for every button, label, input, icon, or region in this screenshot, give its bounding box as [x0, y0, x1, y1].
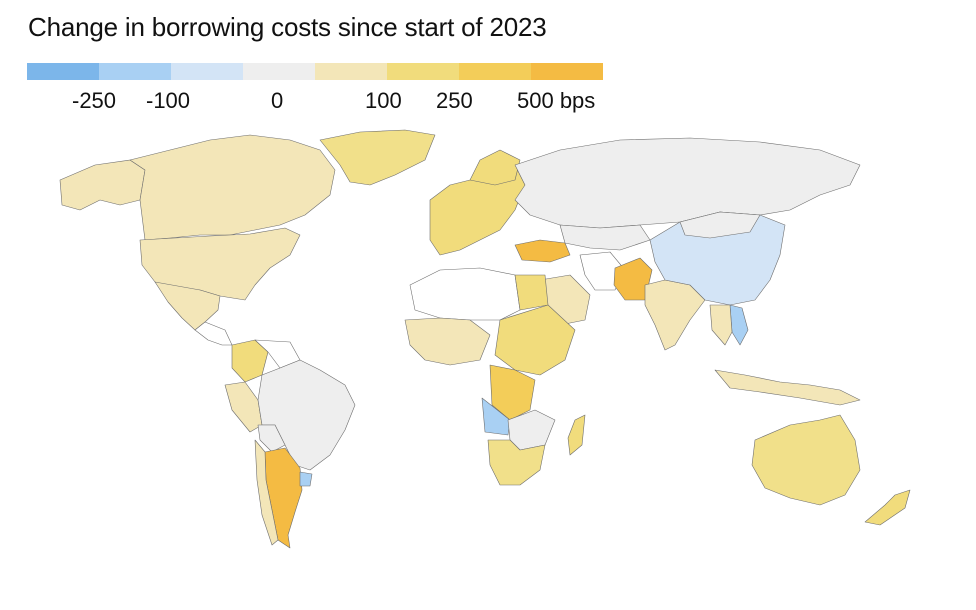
- map-title: Change in borrowing costs since start of…: [28, 12, 547, 42]
- legend-swatch-2: [99, 63, 171, 80]
- region-central-america: [194, 321, 233, 346]
- legend-tick-label: 100: [365, 88, 402, 113]
- region-bolivia: [257, 424, 286, 453]
- legend-tick-label: 500 bps: [517, 88, 596, 113]
- legend-tick-label: -250: [72, 88, 117, 113]
- region-madagascar: [567, 414, 586, 456]
- region-kazakhstan: [559, 224, 651, 251]
- color-legend: [27, 63, 603, 80]
- region-angola: [481, 397, 511, 436]
- region-russia: [514, 137, 861, 229]
- region-canada: [129, 134, 336, 241]
- region-iran: [579, 251, 626, 291]
- legend-swatch-6: [387, 63, 459, 80]
- region-peru: [224, 381, 263, 433]
- legend-swatch-7: [459, 63, 531, 80]
- region-alaska: [59, 159, 146, 211]
- region-north-africa: [409, 267, 521, 321]
- legend-tick-label: -100: [146, 88, 191, 113]
- region-chile: [254, 439, 279, 546]
- region-greenland: [319, 129, 436, 186]
- region-uruguay: [299, 471, 313, 487]
- region-dr-congo: [489, 364, 536, 421]
- legend-swatch-3: [171, 63, 243, 80]
- region-south-africa: [487, 439, 546, 486]
- region-scandinavia: [469, 149, 521, 186]
- legend-tick-label: 250: [436, 88, 473, 113]
- legend-swatch-8: [531, 63, 603, 80]
- region-vietnam: [729, 304, 749, 346]
- region-southeast-asia: [709, 304, 733, 346]
- region-turkey: [514, 239, 571, 263]
- legend-swatch-4: [243, 63, 315, 80]
- legend-swatch-1: [27, 63, 99, 80]
- region-mongolia: [679, 211, 761, 239]
- region-east-africa: [494, 304, 576, 376]
- region-new-zealand: [864, 489, 911, 526]
- region-australia: [751, 414, 861, 506]
- region-west-africa: [404, 317, 491, 366]
- region-egypt: [514, 274, 549, 311]
- region-indonesia: [714, 369, 861, 406]
- legend-tick-label: 0: [271, 88, 284, 113]
- legend-swatch-5: [315, 63, 387, 80]
